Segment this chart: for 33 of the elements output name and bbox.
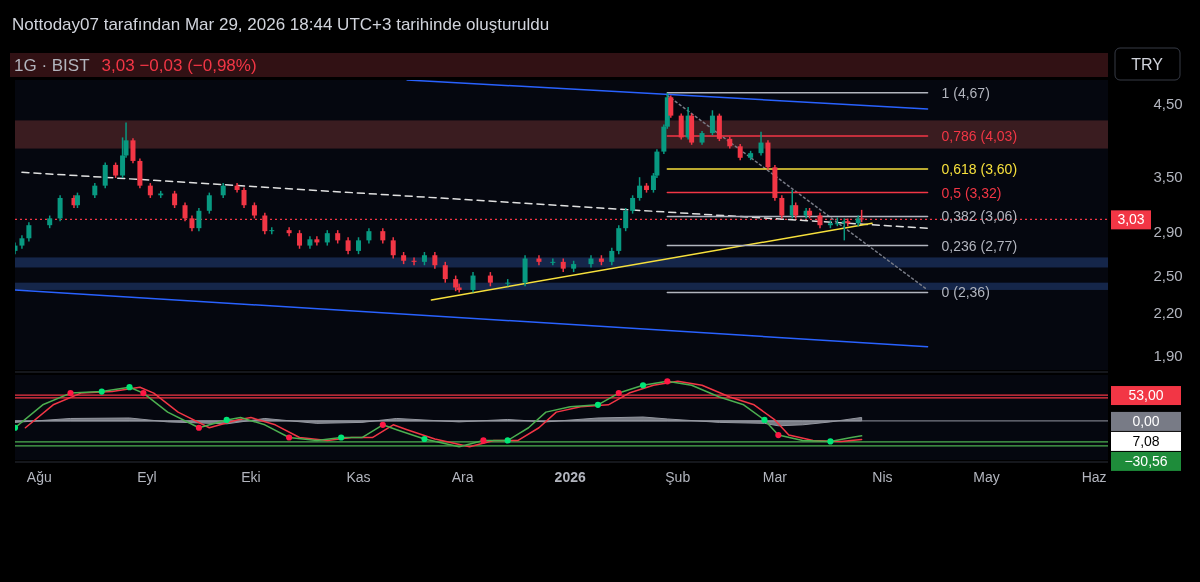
x-tick-label: 2026 [554,469,586,485]
x-tick-label: Ağu [26,469,52,485]
y-tick-label: 3,50 [1153,168,1183,186]
series-label: 0,5 (3,32) [941,184,1002,201]
x-tick-label: Haz [1081,469,1107,485]
x-tick-label: Kas [346,469,371,485]
series-label: 0 (2,36) [941,284,990,301]
y-tick-label: 4,50 [1153,94,1183,112]
y-tick-label: 2,20 [1153,303,1183,321]
series-label: 0,382 (3,06) [941,208,1018,225]
y-tick-label: 1,90 [1153,346,1183,364]
series-label: 1 (4,67) [941,84,990,101]
chart-title: 1G · BIST [14,56,90,75]
series-label: 0,618 (3,60) [941,160,1018,177]
x-tick-label: Nis [872,469,893,485]
chart-subtitle: 3,03 −0,03 (−0,98%) [101,56,257,75]
series-label: 0,236 (2,77) [941,237,1018,254]
y-tick-label: 53,00 [1128,387,1164,404]
series-label: 0,786 (4,03) [941,127,1018,144]
y-tick-label: 2,90 [1153,223,1183,241]
y-tick-label: 0,00 [1132,412,1160,429]
x-tick-label: Eki [241,469,261,485]
ref-line-label: 3,03 [1117,211,1145,228]
y-tick-label: 2,50 [1153,266,1183,284]
currency-box: TRY [1114,47,1181,81]
x-tick-label: Ara [451,469,474,485]
x-tick-label: May [973,469,1000,485]
x-tick-label: Mar [762,469,788,485]
x-tick-label: Eyl [137,469,157,485]
text: Nottoday07 tarafından Mar 29, 2026 18:44 UTC+3 tarihinde oluşturuldu [12,15,550,34]
x-tick-label: Şub [665,469,691,485]
text: 7,08 [1132,432,1160,449]
text: −30,56 [1124,452,1168,469]
